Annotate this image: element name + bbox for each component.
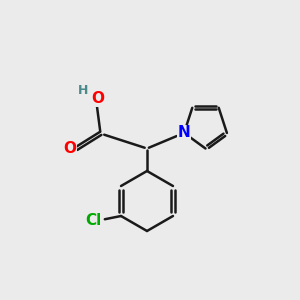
Text: O: O: [91, 91, 104, 106]
Text: N: N: [178, 125, 190, 140]
Text: Cl: Cl: [85, 213, 101, 228]
Text: H: H: [78, 84, 88, 97]
Text: O: O: [63, 141, 76, 156]
